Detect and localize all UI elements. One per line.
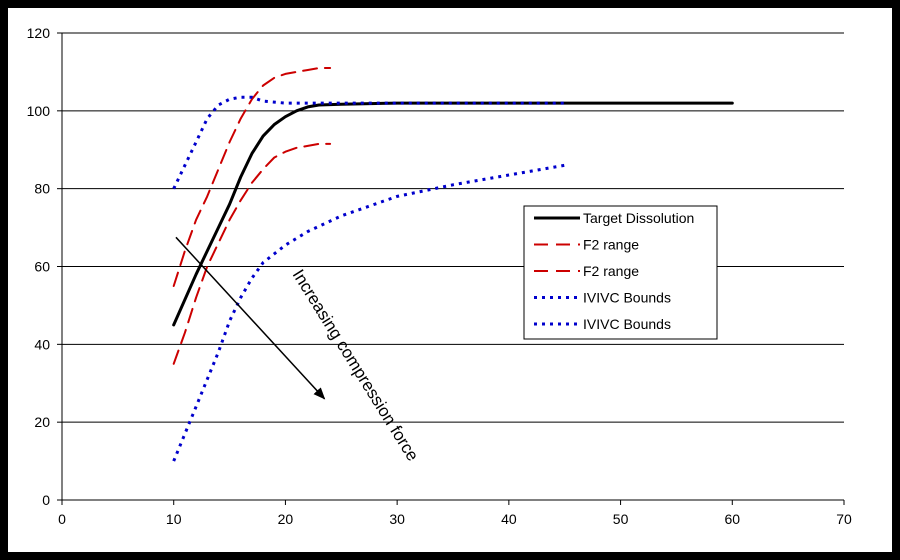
x-tick-label: 20	[278, 511, 294, 527]
series-line-3	[172, 142, 332, 365]
legend-label-4: IVIVC Bounds	[583, 290, 671, 306]
annotation-label: Increasing compression force	[289, 266, 423, 464]
legend: Target Dissolution F2 range F2 range IVIVC …	[523, 205, 718, 340]
y-tick-label: 60	[34, 259, 50, 275]
gridlines	[62, 32, 844, 423]
series-line-4	[172, 95, 565, 190]
annotations: Increasing compression force	[175, 236, 423, 464]
series-line-1	[172, 101, 734, 327]
axes: 0 20 40 60 80 100 120 0 10 20 30 40 50 60 70	[27, 25, 852, 527]
y-tick-label: 100	[27, 103, 51, 119]
x-tick-label: 40	[501, 511, 517, 527]
y-tick-label: 80	[34, 181, 50, 197]
legend-label-1: Target Dissolution	[583, 210, 694, 226]
plot-series	[172, 67, 734, 462]
x-tick-label: 60	[724, 511, 740, 527]
y-tick-label: 0	[42, 492, 50, 508]
x-tick-label: 0	[58, 511, 66, 527]
legend-label-5: IVIVC Bounds	[583, 316, 671, 332]
y-tick-label: 120	[27, 25, 51, 41]
compression-arrow	[175, 236, 326, 400]
dissolution-chart: 0 20 40 60 80 100 120 0 10 20 30 40 50 60 70 Increasin…	[27, 25, 852, 527]
y-tick-label: 20	[34, 414, 50, 430]
series-line-2	[172, 67, 332, 287]
legend-label-3: F2 range	[583, 263, 639, 279]
chart-frame: 0 20 40 60 80 100 120 0 10 20 30 40 50 60 70 Increasin…	[8, 8, 892, 552]
x-tick-label: 30	[389, 511, 405, 527]
legend-label-2: F2 range	[583, 237, 639, 253]
series-line-5	[172, 163, 565, 462]
y-tick-label: 40	[34, 336, 50, 352]
x-tick-label: 10	[166, 511, 182, 527]
x-tick-label: 50	[613, 511, 629, 527]
legend-box	[523, 205, 718, 340]
x-tick-label: 70	[836, 511, 852, 527]
